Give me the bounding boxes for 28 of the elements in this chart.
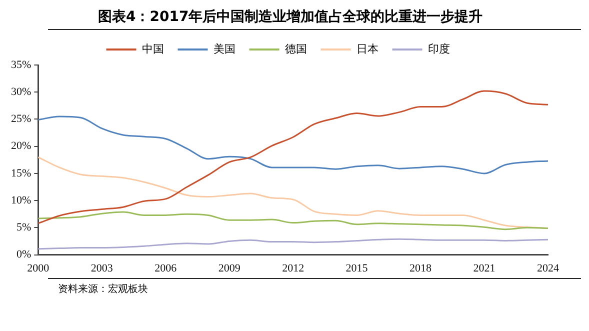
line-series	[38, 90, 548, 224]
legend-label: 美国	[213, 42, 236, 56]
x-tick-label: 2018	[410, 262, 432, 274]
x-tick-label: 2000	[27, 262, 50, 274]
y-tick-label: 10%	[10, 194, 32, 206]
y-tick-label: 30%	[10, 86, 32, 98]
y-tick-label: 20%	[10, 140, 32, 152]
x-tick-label: 2009	[218, 262, 241, 274]
x-tick-label: 2012	[282, 262, 304, 274]
chart-title: 图表4：2017年后中国制造业增加值占全球的比重进一步提升	[48, 8, 581, 30]
line-series	[38, 238, 548, 250]
text: 资料来源：宏观板块	[58, 282, 149, 296]
y-tick-label: 25%	[10, 113, 32, 126]
y-tick-label: 35%	[10, 58, 32, 71]
y-tick-label: 0%	[16, 248, 32, 261]
x-tick-label: 2021	[473, 262, 496, 274]
y-tick-label: 15%	[10, 167, 32, 180]
line-series	[38, 211, 548, 230]
x-tick-label: 2024	[537, 262, 560, 274]
x-tick-label: 2003	[90, 262, 114, 274]
legend-label: 德国	[284, 42, 307, 56]
line-series	[38, 116, 548, 174]
legend-label: 日本	[356, 42, 378, 56]
x-tick-label: 2006	[154, 262, 178, 274]
legend-label: 印度	[428, 42, 450, 56]
legend-label: 中国	[142, 42, 164, 56]
y-tick-label: 5%	[16, 222, 32, 234]
x-tick-label: 2015	[346, 262, 368, 274]
